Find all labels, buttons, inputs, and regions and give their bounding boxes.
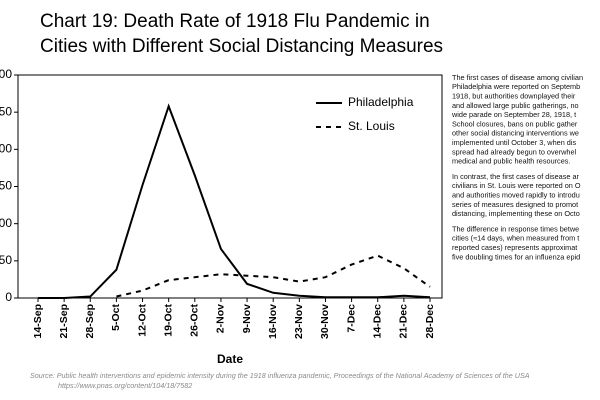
side-text-line: and authorities moved rapidly to introdu bbox=[452, 191, 580, 200]
side-text-line: cities (≈14 days, when measured from t bbox=[452, 234, 579, 243]
x-tick-label: 28-Sep bbox=[84, 304, 96, 338]
data-line bbox=[38, 103, 431, 299]
y-tick-label: 200 bbox=[0, 142, 12, 156]
x-tick-label: 30-Nov bbox=[319, 304, 331, 339]
side-text-line: other social distancing interventions we bbox=[452, 129, 579, 138]
x-tick-label: 19-Oct bbox=[162, 304, 174, 337]
x-tick-label: 14-Dec bbox=[372, 304, 384, 339]
side-text-line: Philadelphia were reported on Septemb bbox=[452, 82, 580, 91]
y-tick-label: 250 bbox=[0, 104, 12, 118]
y-tick-label: 300 bbox=[0, 67, 12, 81]
side-text-line: distancing, implementing these on Octo bbox=[452, 209, 580, 218]
x-axis-label: Date bbox=[217, 352, 243, 366]
side-text-line: series of measures designed to promot bbox=[452, 200, 578, 209]
side-text-line: School closures, bans on public gather bbox=[452, 119, 578, 128]
y-tick-label: 100 bbox=[0, 216, 12, 230]
x-tick-label: 16-Nov bbox=[267, 304, 279, 339]
side-text-line: reported cases) represents approximat bbox=[452, 243, 577, 252]
x-tick-label: 21-Dec bbox=[398, 304, 410, 339]
x-tick-label: 21-Sep bbox=[58, 304, 70, 338]
data-line bbox=[116, 254, 431, 298]
chart-title: Cities with Different Social Distancing … bbox=[40, 36, 443, 57]
source-note: Source: Public health interventions and … bbox=[30, 371, 530, 380]
side-text-line: implemented until October 3, when dis bbox=[452, 138, 576, 147]
y-tick-label: 150 bbox=[0, 179, 12, 193]
x-tick-label: 12-Oct bbox=[136, 304, 148, 337]
x-tick-label: 2-Nov bbox=[215, 304, 227, 333]
x-tick-label: 14-Sep bbox=[32, 304, 44, 338]
legend-label: St. Louis bbox=[348, 119, 395, 133]
side-text-line: The first cases of disease among civilia… bbox=[452, 73, 583, 82]
side-text-line: 1918, but authorities downplayed their bbox=[452, 92, 576, 101]
x-tick-label: 5-Oct bbox=[110, 304, 122, 331]
side-text-line: medical and public health resources. bbox=[452, 157, 570, 166]
side-text-line: civilians in St. Louis were reported on … bbox=[452, 181, 581, 190]
x-tick-label: 26-Oct bbox=[189, 304, 201, 337]
side-text-line: The difference in response times betwe bbox=[452, 224, 579, 233]
x-tick-label: 7-Dec bbox=[345, 304, 357, 333]
x-tick-label: 23-Nov bbox=[293, 304, 305, 339]
y-tick-label: 0 bbox=[5, 290, 12, 304]
side-text-line: and allowed large public gatherings, no bbox=[452, 101, 579, 110]
source-note: https://www.pnas.org/content/104/18/7582 bbox=[58, 381, 192, 390]
side-text-line: spread had already begun to overwhel bbox=[452, 147, 577, 156]
side-text-line: five doubling times for an influenza epi… bbox=[452, 252, 580, 261]
x-tick-label: 28-Dec bbox=[424, 304, 436, 339]
chart-title: Chart 19: Death Rate of 1918 Flu Pandemi… bbox=[40, 11, 430, 32]
side-text-line: In contrast, the first cases of disease … bbox=[452, 172, 580, 181]
x-tick-label: 9-Nov bbox=[241, 304, 253, 333]
legend-label: Philadelphia bbox=[348, 95, 414, 109]
y-tick-label: 50 bbox=[0, 253, 12, 267]
side-text-line: wide parade on September 28, 1918, t bbox=[451, 110, 576, 119]
